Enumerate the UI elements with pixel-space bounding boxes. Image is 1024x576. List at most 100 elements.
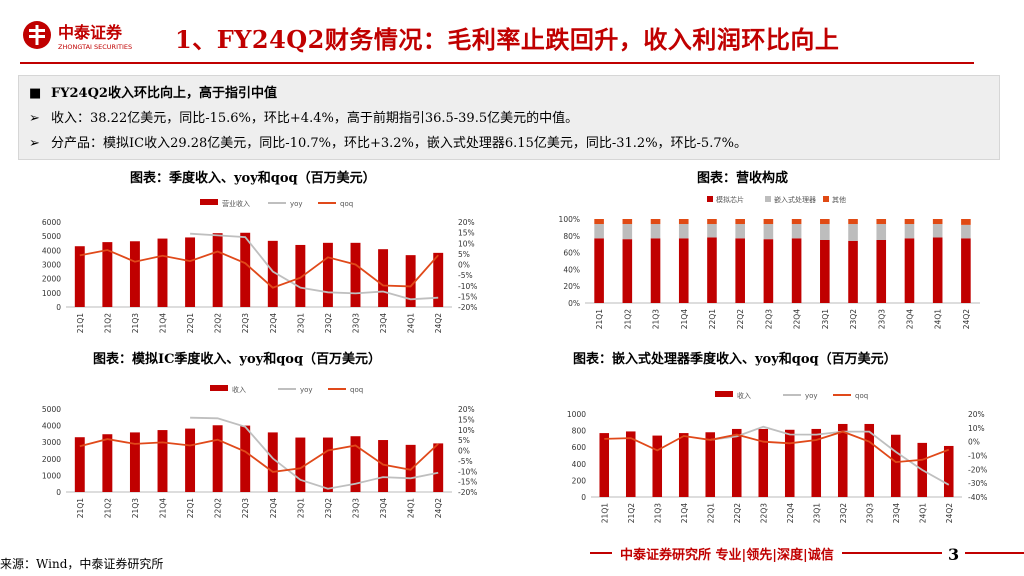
bar [157,238,168,307]
x-tick-label: 21Q3 [131,313,140,333]
analog-revenue-chart: 收入 yoy qoq 0 1000 2000 3000 4000 5000 -20%-15% -10… [42,385,477,518]
stacked-bar-segment [650,219,661,225]
y2-tick-label: 0% [458,447,470,456]
x-tick-label: 24Q1 [407,498,416,518]
bar [837,423,848,497]
summary-bullet: ➢ 收入：38.22亿美元，同比-15.6%，环比+4.4%，高于前期指引36.5… [29,107,578,126]
x-tick-label: 22Q3 [241,498,250,518]
x-tick-label: 24Q2 [434,313,443,333]
legend-label: qoq [855,392,868,400]
x-tick-label: 22Q4 [269,498,278,518]
legend-swatch [200,199,218,205]
y2-tick-label: 20% [968,410,985,419]
x-tick-label: 23Q2 [324,498,333,518]
bar [652,435,663,497]
stacked-bar-segment [678,224,689,239]
stacked-bar-segment [848,224,858,241]
stacked-bar-segment [932,224,943,238]
summary-box: ■ FY24Q2收入环比向上，高于指引中值 ➢ 收入：38.22亿美元，同比-15.… [18,75,1000,160]
x-tick-label: 22Q2 [733,503,742,523]
y-tick-label: 60% [563,249,580,258]
y-tick-label: 0 [56,488,61,497]
stacked-bar-segment [791,219,802,225]
y-tick-label: 0 [581,493,586,502]
y2-tick-label: 15% [458,229,475,238]
quarterly-revenue-chart: 营业收入 yoy qoq 0 1000 2000 3000 4000 5000 6000 -20% -… [42,199,477,333]
y-tick-label: 5000 [42,405,61,414]
stacked-bar-segment [594,224,604,239]
summary-heading: FY24Q2收入环比向上，高于指引中值 [51,86,277,101]
arrow-bullet-icon: ➢ [29,111,40,126]
stacked-bar-segment [961,219,971,225]
x-tick-label: 21Q2 [623,309,632,329]
stacked-bar-segment [904,224,915,239]
stacked-bar-segment [904,238,915,303]
summary-heading-row: ■ FY24Q2收入环比向上，高于指引中值 [29,82,277,101]
y2-tick-label: -10% [968,452,987,461]
chart-caption: 图表：嵌入式处理器季度收入、yoy和qoq（百万美元） [573,352,897,367]
stacked-bar-segment [735,219,745,225]
stacked-bar-segment [932,237,943,303]
bar [758,428,769,497]
bar [731,428,742,497]
bar [185,428,196,492]
y2-tick-label: 15% [458,415,475,424]
stacked-bar-segment [707,219,717,225]
x-tick-label: 22Q4 [269,313,278,333]
square-bullet-icon: ■ [29,86,42,101]
bar [74,437,85,492]
x-tick-label: 23Q2 [324,313,333,333]
x-tick-label: 23Q4 [905,309,914,329]
y2-tick-label: 0% [458,261,470,270]
y-tick-label: 0% [568,299,580,308]
y-tick-label: 40% [563,265,580,274]
bar [678,433,689,497]
x-tick-label: 22Q2 [214,498,223,518]
company-logo: 中泰证券 ZHONGTAI SECURITIES [23,21,132,51]
stacked-bar-segment [678,219,689,225]
y2-tick-label: 10% [458,239,475,248]
y2-tick-label: -20% [458,303,477,312]
x-tick-label: 22Q1 [186,313,195,333]
x-tick-label: 23Q3 [865,503,874,523]
bar [433,252,444,307]
bar [129,432,140,492]
bar [943,445,954,497]
stacked-bar-segment [876,219,887,225]
x-tick-label: 24Q1 [934,309,943,329]
stacked-bar-segment [763,239,774,303]
header-divider [20,62,974,64]
stacked-bar-segment [678,238,689,303]
stacked-bar-segment [848,219,858,225]
bar [811,428,822,497]
bar [784,429,795,497]
qoq-line [604,430,950,464]
y-tick-label: 100% [559,215,580,224]
stacked-bar-segment [932,219,943,225]
stacked-bar-segment [763,219,774,225]
stacked-bar-segment [622,239,633,303]
x-tick-label: 24Q1 [918,503,927,523]
y-tick-label: 1000 [42,289,61,298]
y2-tick-label: -10% [458,467,477,476]
page-number: 3 [942,545,966,564]
x-tick-label: 23Q1 [296,498,305,518]
legend-label: 嵌入式处理器 [774,195,816,204]
bar [433,443,444,492]
x-tick-label: 24Q1 [407,313,416,333]
embedded-revenue-chart: 收入 yoy qoq 0 200 400 600 800 1000 -40% -30% -20% -10… [567,391,987,523]
stacked-bar-segment [820,219,830,225]
x-tick-label: 21Q2 [103,498,112,518]
x-tick-label: 23Q3 [877,309,886,329]
y2-tick-label: 0% [968,438,980,447]
bar [405,255,416,307]
bar [102,242,113,307]
bar [295,437,306,492]
y2-tick-label: -20% [458,488,477,497]
stacked-bar-segment [876,240,887,303]
x-tick-label: 23Q3 [352,313,361,333]
x-tick-label: 21Q2 [103,313,112,333]
page-title: 1、FY24Q2财务情况：毛利率止跌回升，收入利润环比向上 [175,25,840,54]
x-tick-label: 23Q4 [379,313,388,333]
x-tick-label: 22Q1 [706,503,715,523]
